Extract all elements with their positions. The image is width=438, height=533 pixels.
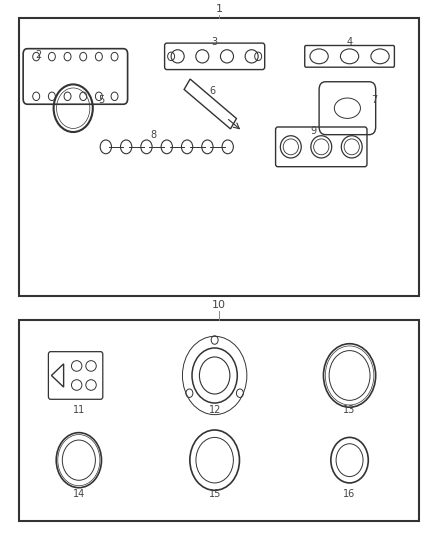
Text: 4: 4 [346,37,353,46]
Text: 3: 3 [212,37,218,46]
Bar [19,320,419,521]
Text: 7: 7 [372,95,378,105]
Text: 6: 6 [209,86,215,96]
Bar [19,18,419,296]
Text: 8: 8 [151,130,157,140]
Text: 16: 16 [343,489,356,498]
Text: 15: 15 [208,489,221,498]
Text: 2: 2 [35,50,42,60]
Text: 5: 5 [99,95,105,106]
Text: 10: 10 [212,301,226,310]
Text: 11: 11 [73,405,85,415]
Text: 1: 1 [215,4,223,14]
Text: 12: 12 [208,405,221,415]
Text: 13: 13 [343,405,356,415]
Bar [184,79,237,129]
Text: 14: 14 [73,489,85,498]
Text: 9: 9 [311,126,317,136]
